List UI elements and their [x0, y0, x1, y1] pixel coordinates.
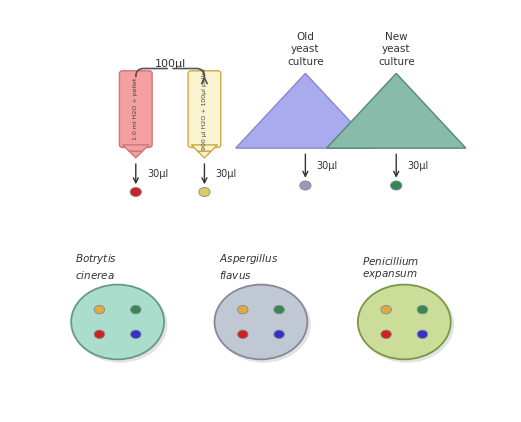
Polygon shape [191, 145, 218, 151]
Circle shape [131, 330, 141, 338]
Text: $\it{Aspergillus}$
$\it{flavus}$: $\it{Aspergillus}$ $\it{flavus}$ [219, 252, 278, 281]
Text: 100µl: 100µl [155, 59, 185, 69]
Circle shape [391, 181, 402, 190]
Text: 30µl: 30µl [407, 161, 429, 171]
Text: $\it{Botrytis}$
$\it{cinerea}$: $\it{Botrytis}$ $\it{cinerea}$ [75, 252, 117, 281]
Ellipse shape [71, 284, 164, 359]
Polygon shape [235, 73, 375, 148]
Circle shape [130, 187, 141, 197]
Circle shape [131, 306, 141, 314]
Text: Old
yeast
culture: Old yeast culture [287, 32, 324, 67]
Ellipse shape [216, 287, 311, 362]
Circle shape [94, 330, 105, 338]
Ellipse shape [358, 284, 451, 359]
Circle shape [417, 330, 428, 338]
FancyBboxPatch shape [188, 71, 221, 147]
Text: 30µl: 30µl [216, 169, 237, 179]
Circle shape [94, 306, 105, 314]
Polygon shape [129, 151, 142, 158]
Polygon shape [198, 151, 211, 158]
Circle shape [199, 187, 210, 197]
Text: 1.0 ml H2O + pellet: 1.0 ml H2O + pellet [133, 78, 138, 141]
Circle shape [274, 330, 284, 338]
FancyBboxPatch shape [119, 71, 152, 147]
Text: New
yeast
culture: New yeast culture [378, 32, 415, 67]
Circle shape [417, 306, 428, 314]
Polygon shape [327, 73, 466, 148]
Circle shape [274, 306, 284, 314]
Ellipse shape [359, 287, 454, 362]
Text: 30µl: 30µl [317, 161, 338, 171]
Text: 30µl: 30µl [147, 169, 168, 179]
Ellipse shape [72, 287, 167, 362]
Circle shape [300, 181, 311, 190]
Text: 900 µl H2O + 100µl pellet: 900 µl H2O + 100µl pellet [202, 68, 207, 150]
Circle shape [381, 330, 391, 338]
Circle shape [238, 306, 248, 314]
Polygon shape [122, 145, 149, 151]
Circle shape [238, 330, 248, 338]
Text: $\it{Penicillium}$
$\it{expansum}$: $\it{Penicillium}$ $\it{expansum}$ [362, 255, 419, 281]
Circle shape [381, 306, 391, 314]
Ellipse shape [215, 284, 307, 359]
